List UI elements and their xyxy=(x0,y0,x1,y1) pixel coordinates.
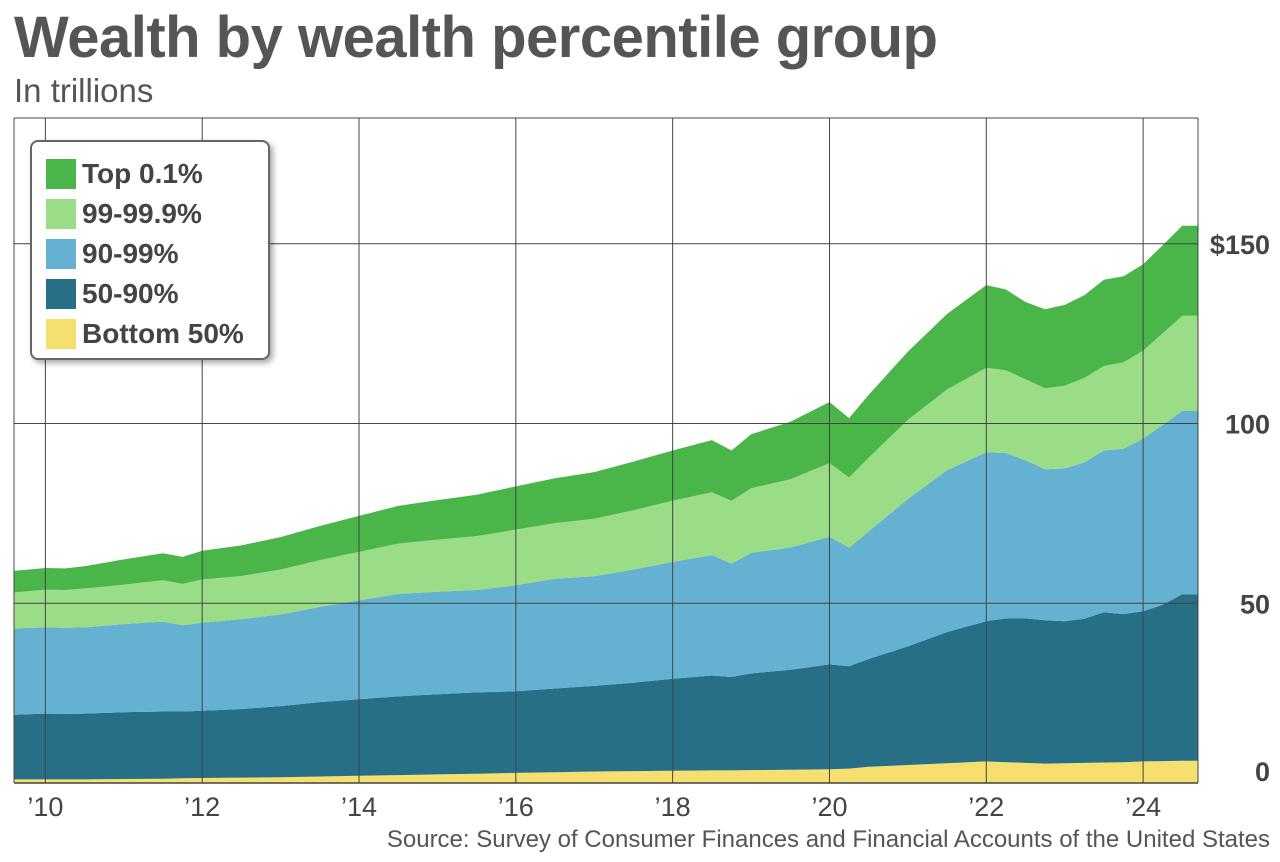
y-tick-label: 50 xyxy=(1240,589,1270,619)
legend-label: Top 0.1% xyxy=(82,158,203,189)
legend-item: Top 0.1% xyxy=(46,154,268,194)
legend-item: Bottom 50% xyxy=(46,314,268,354)
x-tick-label: ’22 xyxy=(968,792,1004,822)
area-series-99-99-9 xyxy=(14,315,1198,629)
x-tick-label: ’14 xyxy=(341,792,377,822)
legend-label: 99-99.9% xyxy=(82,198,202,229)
area-layers xyxy=(14,225,1198,783)
x-axis-ticks: ’10 ’12 ’14 ’16 ’18 ’20 ’22 ’24 xyxy=(27,792,1161,822)
x-tick-label: ’24 xyxy=(1125,792,1161,822)
x-tick-label: ’10 xyxy=(27,792,63,822)
y-tick-label: 0 xyxy=(1255,757,1270,787)
legend-item: 90-99% xyxy=(46,234,268,274)
x-tick-label: ’18 xyxy=(655,792,691,822)
legend-label: 90-99% xyxy=(82,238,179,269)
x-tick-label: ’16 xyxy=(498,792,534,822)
legend-item: 99-99.9% xyxy=(46,194,268,234)
legend-swatch xyxy=(46,319,76,349)
legend-swatch xyxy=(46,239,76,269)
area-series-bottom-50 xyxy=(14,760,1198,783)
area-series-90-99 xyxy=(14,411,1198,715)
y-tick-label: $150 xyxy=(1210,230,1270,260)
x-tick-label: ’20 xyxy=(811,792,847,822)
x-tick-label: ’12 xyxy=(184,792,220,822)
legend-swatch xyxy=(46,199,76,229)
gridlines xyxy=(13,117,1199,784)
legend-item: 50-90% xyxy=(46,274,268,314)
legend-swatch xyxy=(46,159,76,189)
legend: Top 0.1% 99-99.9% 90-99% 50-90% Bottom 50% xyxy=(30,140,270,360)
area-series-50-90 xyxy=(14,594,1198,780)
y-tick-label: 100 xyxy=(1225,410,1270,440)
legend-label: 50-90% xyxy=(82,278,179,309)
chart-subtitle: In trillions xyxy=(14,72,154,109)
y-axis-ticks: 0 50 100 $150 xyxy=(1210,230,1270,787)
chart-title: Wealth by wealth percentile group xyxy=(14,5,938,70)
legend-label: Bottom 50% xyxy=(82,318,244,349)
legend-swatch xyxy=(46,279,76,309)
source-note: Source: Survey of Consumer Finances and … xyxy=(386,826,1270,853)
